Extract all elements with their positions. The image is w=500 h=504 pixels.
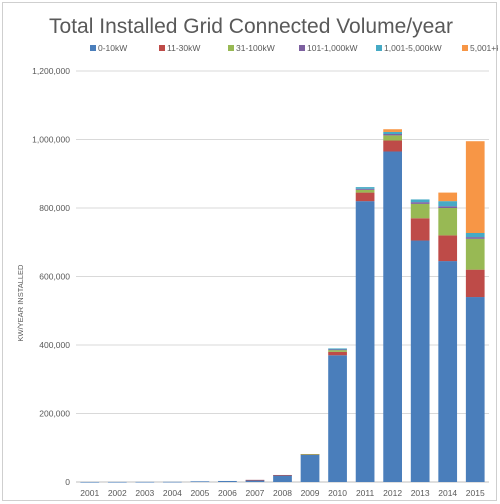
bar-segment xyxy=(383,151,402,483)
bar-segment xyxy=(383,131,402,135)
bar-segment xyxy=(465,238,485,270)
bar-segment xyxy=(410,240,430,482)
chart-svg: Total Installed Grid Connected Volume/ye… xyxy=(16,15,498,498)
x-tick-label: 2002 xyxy=(108,488,127,498)
legend-swatch xyxy=(376,45,382,51)
y-tick-label: 200,000 xyxy=(39,409,70,419)
bar-segment xyxy=(465,297,485,482)
bar-segment xyxy=(410,218,430,241)
bar-segment xyxy=(355,201,375,482)
bar-segment xyxy=(410,199,430,203)
x-tick-label: 2004 xyxy=(163,488,182,498)
legend-swatch xyxy=(299,45,305,51)
bar-segment xyxy=(438,208,458,236)
legend-label: 5,001+kW xyxy=(470,43,498,53)
gridlines xyxy=(76,70,489,483)
bar-segment xyxy=(328,349,347,351)
y-axis-label: KW/YEAR INSTALLED xyxy=(16,264,25,342)
y-tick-label: 800,000 xyxy=(39,203,70,213)
x-tick-label: 2001 xyxy=(80,488,99,498)
y-tick-label: 600,000 xyxy=(39,272,70,282)
y-tick-label: 1,200,000 xyxy=(32,66,70,76)
bars xyxy=(80,129,485,483)
bar-segment xyxy=(465,237,485,239)
bar-segment xyxy=(218,480,237,482)
y-tick-label: 1,000,000 xyxy=(32,135,70,145)
bar-segment xyxy=(355,188,375,190)
x-tick-label: 2009 xyxy=(301,488,320,498)
bar-segment xyxy=(465,141,485,234)
x-tick-label: 2003 xyxy=(135,488,154,498)
bar-segment xyxy=(410,202,430,204)
bar-segment xyxy=(328,350,347,352)
bar-segment xyxy=(383,134,402,136)
bar-segment xyxy=(383,140,402,152)
bar-segment xyxy=(80,481,100,483)
bar-segment xyxy=(300,454,320,482)
bar-segment xyxy=(245,479,265,482)
bar-segment xyxy=(273,474,292,476)
y-tick-label: 400,000 xyxy=(39,340,70,350)
x-tick-label: 2007 xyxy=(246,488,265,498)
bar-segment xyxy=(245,479,265,481)
bar-segment xyxy=(163,481,182,483)
bar-segment xyxy=(465,269,485,298)
bar-segment xyxy=(438,235,458,262)
bar-segment xyxy=(328,348,347,350)
x-tick-label: 2008 xyxy=(273,488,292,498)
y-axis: 0 200,000 400,000 600,000 800,000 1,000,000 1,… xyxy=(32,66,70,487)
bar-segment xyxy=(465,233,485,238)
x-tick-label: 2014 xyxy=(438,488,457,498)
bar-segment xyxy=(328,351,347,356)
legend-swatch xyxy=(228,45,234,51)
bar-segment xyxy=(383,135,402,141)
bar-segment xyxy=(410,203,430,219)
x-tick-label: 2006 xyxy=(218,488,237,498)
legend-label: 1,001-5,000kW xyxy=(384,43,442,53)
legend-swatch xyxy=(159,45,165,51)
bar-segment xyxy=(273,475,292,482)
chart-title: Total Installed Grid Connected Volume/ye… xyxy=(49,15,453,38)
x-tick-label: 2005 xyxy=(190,488,209,498)
x-tick-label: 2012 xyxy=(383,488,402,498)
y-tick-label: 0 xyxy=(65,477,70,487)
x-axis: 2001 2002 2003 2004 2005 2006 2007 2008 2009 2010… xyxy=(80,488,485,498)
bar-segment xyxy=(300,454,320,455)
x-tick-label: 2015 xyxy=(466,488,485,498)
bar-segment xyxy=(107,481,127,483)
x-tick-label: 2011 xyxy=(356,488,375,498)
bar-segment xyxy=(438,206,458,208)
legend-label: 101-1,000kW xyxy=(307,43,358,53)
legend-swatch xyxy=(90,45,96,51)
legend-label: 11-30kW xyxy=(167,43,200,53)
bar-segment xyxy=(355,187,375,189)
legend-swatch xyxy=(462,45,468,51)
bar-segment xyxy=(355,192,375,202)
legend: 0-10kW 11-30kW 31-100kW 101-1,000kW 1,001-5,… xyxy=(90,43,498,53)
bar-segment xyxy=(190,481,210,482)
bar-segment xyxy=(383,129,402,132)
bar-segment xyxy=(328,355,347,482)
bar-segment xyxy=(438,192,458,202)
x-tick-label: 2010 xyxy=(328,488,347,498)
bar-segment xyxy=(135,481,155,483)
legend-label: 0-10kW xyxy=(98,43,127,53)
legend-label: 31-100kW xyxy=(236,43,275,53)
bar-segment xyxy=(438,201,458,207)
bar-segment xyxy=(438,261,458,482)
bar-segment xyxy=(355,189,375,193)
x-tick-label: 2013 xyxy=(411,488,430,498)
